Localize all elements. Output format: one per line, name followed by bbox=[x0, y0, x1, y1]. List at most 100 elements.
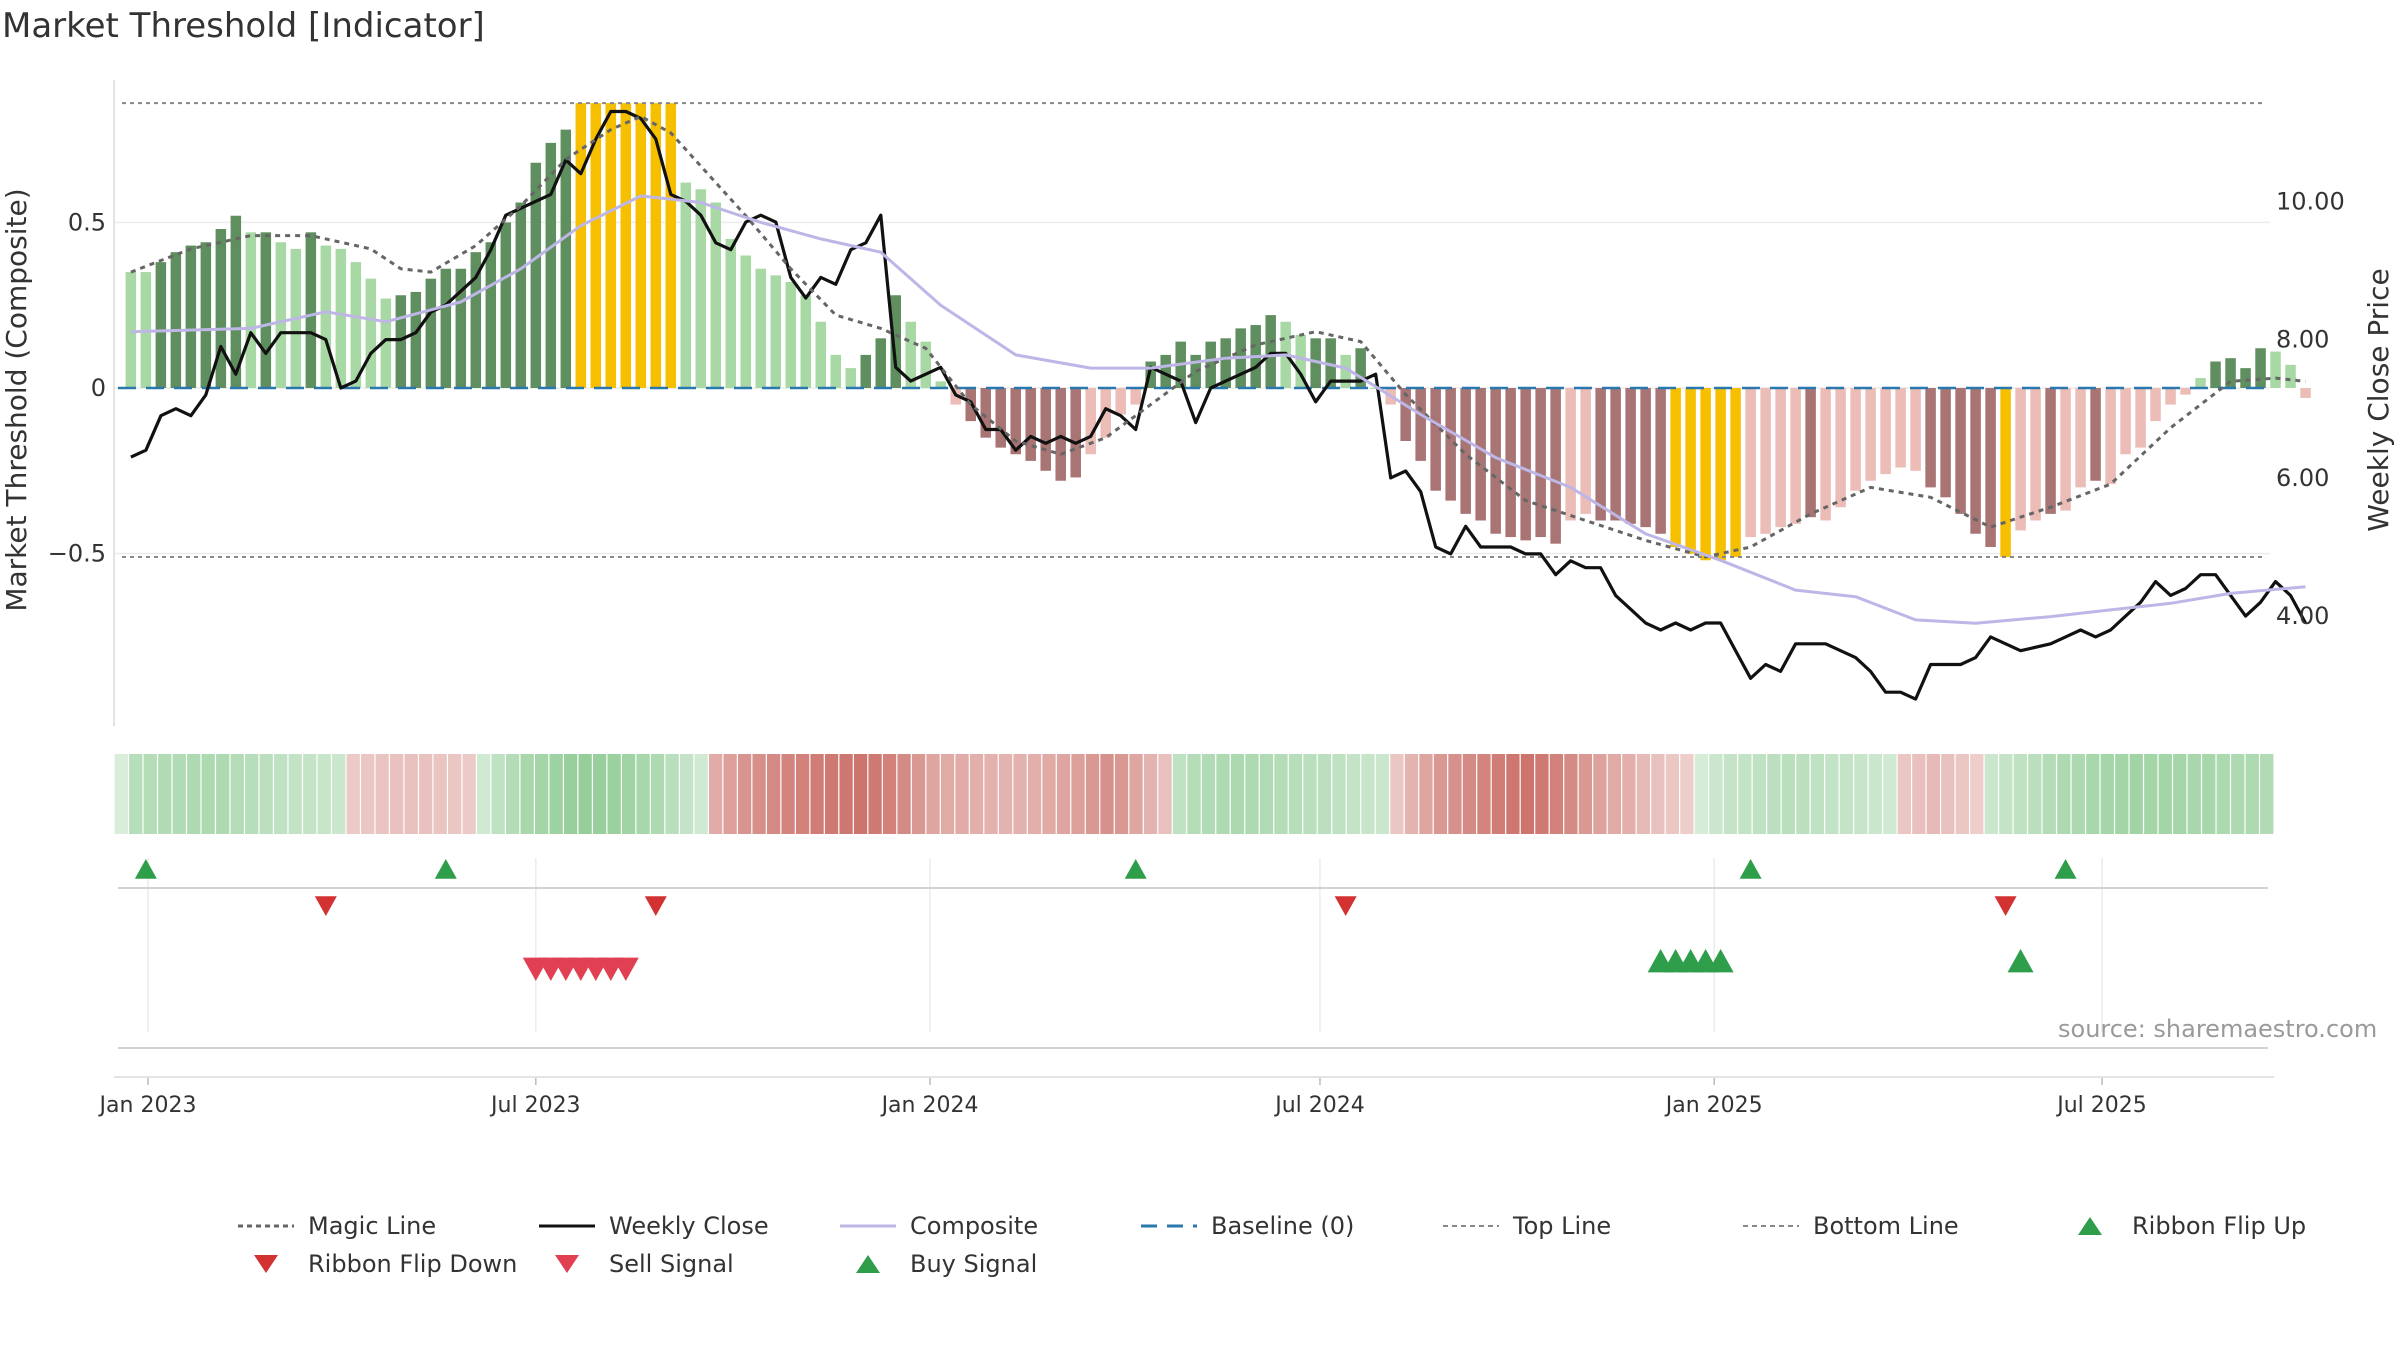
legend-item: Buy Signal bbox=[838, 1250, 1037, 1278]
composite-bar bbox=[560, 129, 572, 388]
composite-bar bbox=[1835, 388, 1846, 508]
y-right-tick-label: 4.00 bbox=[2276, 602, 2329, 630]
ribbon-cell bbox=[1491, 754, 1506, 834]
composite-bar bbox=[620, 103, 632, 388]
composite-bar bbox=[635, 103, 647, 388]
composite-bar bbox=[1115, 388, 1126, 415]
composite-bar bbox=[1610, 388, 1621, 521]
composite-bar bbox=[695, 189, 707, 388]
composite-bar bbox=[2105, 388, 2116, 485]
composite-bar bbox=[1415, 388, 1426, 461]
ribbon-cell bbox=[1767, 754, 1781, 834]
composite-bar bbox=[785, 282, 797, 388]
legend-triangle-down-icon bbox=[555, 1255, 579, 1273]
x-tick-label: Jan 2025 bbox=[1664, 1093, 1763, 1118]
ribbon-cell bbox=[1883, 754, 1897, 834]
composite-bar bbox=[710, 202, 722, 388]
ribbon-cell bbox=[1143, 754, 1158, 834]
y-right-tick-label: 6.00 bbox=[2276, 464, 2329, 492]
composite-bar bbox=[1640, 388, 1651, 528]
composite-bar bbox=[1295, 335, 1306, 388]
composite-bar bbox=[1580, 388, 1591, 514]
ribbon-cell bbox=[1056, 754, 1071, 834]
ribbon-cell bbox=[868, 754, 882, 834]
legend-label: Buy Signal bbox=[910, 1250, 1038, 1278]
composite-bar bbox=[680, 182, 692, 388]
legend-item: Magic Line bbox=[236, 1212, 436, 1240]
composite-bar bbox=[755, 268, 767, 388]
composite-bar bbox=[410, 291, 422, 388]
axes: 0.5 0 −0.5 10.00 8.00 6.00 4.00 Market Threshol… bbox=[0, 80, 2395, 1118]
ribbon-cell bbox=[810, 754, 824, 834]
ribbon-cell bbox=[535, 754, 549, 834]
composite-bar bbox=[1850, 388, 1861, 491]
composite-bar bbox=[380, 298, 392, 388]
ribbon-cell bbox=[1636, 754, 1651, 834]
ribbon-cell bbox=[2129, 754, 2143, 834]
composite-bar bbox=[425, 278, 437, 388]
ribbon-cell bbox=[390, 754, 404, 834]
ribbon-cell bbox=[1013, 754, 1027, 834]
ribbon-cell bbox=[1303, 754, 1317, 834]
ribbon-cell bbox=[1477, 754, 1491, 834]
composite-bar bbox=[305, 232, 317, 388]
composite-bar bbox=[545, 142, 557, 388]
ribbon-cell bbox=[607, 754, 621, 834]
composite-bar bbox=[2195, 378, 2206, 388]
ribbon-flip-up-marker bbox=[134, 859, 157, 879]
composite-bar bbox=[1535, 388, 1546, 538]
ribbon-cell bbox=[1694, 754, 1709, 834]
ribbon-cell bbox=[1796, 754, 1810, 834]
composite-bar bbox=[530, 162, 542, 388]
ribbon-cell bbox=[259, 754, 273, 834]
composite-bar bbox=[1025, 388, 1036, 461]
ribbon-cell bbox=[1781, 754, 1796, 834]
ribbon-cell bbox=[1462, 754, 1477, 834]
buy-signal-marker bbox=[1707, 949, 1734, 973]
legend: Magic Line Weekly Close Composite Baseline … bbox=[0, 1200, 2400, 1280]
magic-line-line bbox=[130, 114, 2306, 559]
y-right-tick-label: 10.00 bbox=[2276, 187, 2345, 215]
series-lines bbox=[118, 102, 2307, 701]
ribbon-cell bbox=[839, 754, 853, 834]
ribbon-cell bbox=[1723, 754, 1738, 834]
ribbon-cell bbox=[230, 754, 244, 834]
legend-label: Bottom Line bbox=[1813, 1212, 1959, 1240]
composite-bar bbox=[2255, 348, 2266, 388]
legend-swatch bbox=[2078, 1217, 2102, 1235]
composite-bar bbox=[2030, 388, 2041, 521]
ribbon-flip-up-marker bbox=[1739, 859, 1762, 879]
buy-signal-marker bbox=[2007, 949, 2034, 973]
composite-bar bbox=[1970, 388, 1981, 534]
composite-bar bbox=[1865, 388, 1876, 481]
composite-bar bbox=[1820, 388, 1831, 521]
composite-bar bbox=[1460, 388, 1471, 514]
composite-bar bbox=[1190, 354, 1201, 388]
ribbon-cell bbox=[723, 754, 737, 834]
composite-bar bbox=[1160, 354, 1171, 388]
trend-ribbon bbox=[114, 754, 2274, 834]
ribbon-cell bbox=[1317, 754, 1332, 834]
composite-bar bbox=[830, 354, 842, 388]
composite-bar bbox=[1475, 388, 1486, 521]
composite-bar bbox=[170, 252, 182, 388]
composite-bar bbox=[1265, 315, 1276, 388]
ribbon-cell bbox=[1970, 754, 1984, 834]
ribbon-cell bbox=[1245, 754, 1259, 834]
composite-bar bbox=[260, 232, 272, 388]
composite-bar bbox=[2225, 358, 2236, 388]
composite-bar bbox=[200, 242, 212, 388]
composite-bar bbox=[590, 103, 602, 388]
ribbon-cell bbox=[781, 754, 795, 834]
composite-bar bbox=[1565, 388, 1576, 521]
ribbon-cell bbox=[897, 754, 911, 834]
composite-bar bbox=[1310, 338, 1321, 388]
composite-bar bbox=[440, 268, 452, 388]
ribbon-cell bbox=[1709, 754, 1723, 834]
ribbon-cell bbox=[1448, 754, 1462, 834]
composite-bar bbox=[2285, 364, 2296, 388]
y-tick-label: 0 bbox=[91, 374, 106, 402]
composite-bar bbox=[155, 262, 167, 388]
ribbon-cell bbox=[1071, 754, 1085, 834]
ribbon-cell bbox=[419, 754, 433, 834]
